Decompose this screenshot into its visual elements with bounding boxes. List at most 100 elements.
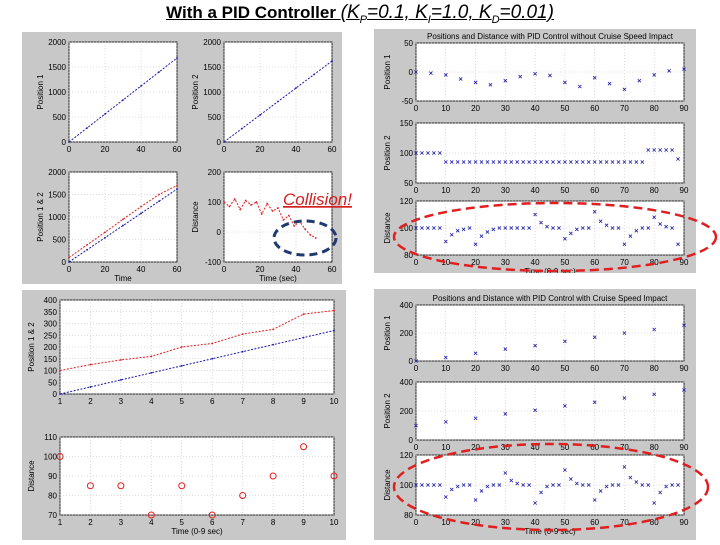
tr-position1-series-0-point: [622, 87, 627, 92]
br-position2-series-0-point: [443, 419, 448, 424]
tr-distance-series-0-point: [551, 226, 555, 230]
tr-position2-series-0-point: [431, 151, 436, 155]
br-distance-xtick-label: 30: [501, 518, 510, 527]
bl-position12-series-0-point: [272, 328, 275, 331]
tr-position2-series-0-point: [461, 160, 466, 164]
bl-position12-ytick-label: 350: [44, 308, 58, 317]
br-distance-xtick-label: 60: [590, 518, 599, 527]
tr-position2-series-0-point: [491, 160, 496, 164]
bl-position12-ytick-label: 50: [48, 378, 57, 387]
tr-position2-series-0-point: [616, 160, 621, 164]
tl-distance-series-0-line: [223, 198, 317, 239]
bl-position12-xtick-label: 1: [58, 397, 63, 406]
tr-distance-series-0-point: [557, 226, 561, 230]
tr-distance-series-0-point: [610, 226, 615, 230]
br-position1-xtick-label: 80: [650, 364, 659, 373]
tr-distance-series-0-point: [670, 226, 674, 230]
br-distance-series-0-point: [604, 484, 609, 489]
br-distance-series-0-point: [622, 465, 627, 469]
tr-position2-series-0-point: [557, 160, 561, 164]
panel-top-right: 0 10 20 30 40 50 60 70 80 90 -50 0 50 Position 1 Posit…: [374, 29, 696, 276]
tr-position1-ylabel: Position 1: [383, 54, 392, 90]
br-distance-series-0-point: [658, 490, 663, 495]
tr-position2-series-0-point: [610, 160, 615, 164]
bl-distance-series-0-point: [117, 482, 125, 490]
br-position2-series-0-point: [652, 392, 657, 397]
tl-position12-ylabel: Position 1 & 2: [36, 192, 45, 242]
tl-distance-series-0-point: [233, 198, 236, 200]
tl-position12-series-0-point: [122, 218, 124, 221]
tr-distance-xtick-label: 80: [650, 258, 659, 267]
tr-distance-series-0-point: [467, 226, 472, 230]
tr-position2-series-0-point: [437, 151, 442, 155]
bl-position12-series-0-point: [59, 369, 61, 372]
bl-position12-series-0-point: [333, 309, 335, 312]
tr-position1-xtick-label: 50: [560, 104, 569, 113]
tr-distance-series-0-point: [640, 226, 645, 230]
tr-distance-series-0-point: [616, 226, 621, 230]
br-distance-series-0-point: [533, 501, 537, 505]
bl-distance-ytick-label: 90: [48, 472, 57, 481]
bl-distance-xtick-label: 1: [58, 518, 63, 527]
br-position1-series-0-point: [503, 347, 508, 351]
tl-distance-series-0-point: [255, 201, 258, 203]
br-position2-xtick-label: 0: [414, 443, 419, 452]
br-distance-series-0-point: [545, 484, 549, 489]
bl-position12-xtick-label: 4: [149, 397, 154, 406]
br-distance-ylabel: Distance: [383, 469, 392, 501]
tr-distance-series-0-point: [455, 228, 460, 233]
tr-position2-xtick-label: 70: [620, 186, 629, 195]
tr-distance-series-0-point: [568, 231, 573, 236]
br-position2-xtick-label: 20: [471, 443, 480, 452]
bl-position12-series-1-point: [59, 393, 61, 395]
tl-distance-series-0-point: [277, 207, 279, 209]
tr-position2-series-0-point: [586, 160, 591, 164]
collision-ellipse: [272, 219, 338, 257]
tr-distance-ytick-label: 120: [400, 197, 414, 206]
tr-distance-series-0-point: [646, 226, 651, 230]
tr-position2-series-0-point: [426, 151, 430, 155]
tl-position12-ytick-label: 1000: [48, 213, 66, 222]
tl-distance-xtick-label: 0: [222, 265, 227, 274]
br-position2-series-0-point: [622, 396, 627, 400]
br-distance-series-0-point: [563, 468, 567, 472]
tr-position2-series-0-point: [509, 160, 514, 164]
tl-position12-series-0-point: [104, 231, 106, 234]
tl-position1-ytick-label: 2000: [48, 38, 66, 47]
tr-distance-series-0-point: [676, 242, 680, 247]
tr-distance-series-0-point: [586, 226, 591, 230]
tl-distance-xtick-label: 60: [328, 265, 337, 274]
tr-distance-series-0-point: [426, 226, 430, 230]
tr-position2-series-0-point: [521, 160, 526, 164]
tl-position1-series-0-point: [104, 113, 106, 115]
tl-position1-series-0-point: [140, 85, 142, 87]
tr-position2-series-0-point: [598, 160, 603, 164]
bl-distance-xtick-label: 8: [271, 518, 276, 527]
tr-position1-series-0-point: [592, 75, 597, 80]
br-position1-xtick-label: 40: [531, 364, 540, 373]
tr-position1-series-0-point: [488, 82, 493, 87]
tr-position1-series-0-point: [563, 80, 567, 85]
bl-position12-series-0-point: [119, 359, 122, 361]
tr-position2-series-0-point: [539, 160, 543, 164]
tr-position2-series-0-point: [676, 157, 680, 161]
tl-distance-series-0-point: [282, 219, 285, 221]
tr-distance-series-0-point: [604, 223, 609, 228]
tl-position1-ytick-label: 1000: [48, 88, 66, 97]
bl-distance-series-0-point: [239, 492, 247, 499]
tr-position1-title: Positions and Distance with PID Control …: [427, 32, 674, 41]
tl-position12-series-0-point: [140, 205, 142, 208]
bl-distance-ytick-label: 80: [48, 492, 57, 501]
br-distance-series-0-point: [485, 484, 490, 489]
tl-position2-ytick-label: 0: [217, 138, 222, 147]
tl-position2-ytick-label: 1000: [203, 88, 221, 97]
br-distance-series-0-point: [467, 483, 472, 487]
tl-position12-ytick-label: 500: [53, 236, 67, 245]
tr-position2-series-0-point: [604, 160, 609, 164]
br-distance-series-0-point: [586, 483, 591, 487]
br-distance-series-0-point: [628, 475, 633, 480]
bl-position12-xtick-label: 9: [301, 397, 306, 406]
tr-position2-xtick-label: 50: [560, 186, 569, 195]
tr-position2-series-0-point: [628, 160, 633, 164]
tr-position2-series-0-point: [622, 160, 627, 164]
